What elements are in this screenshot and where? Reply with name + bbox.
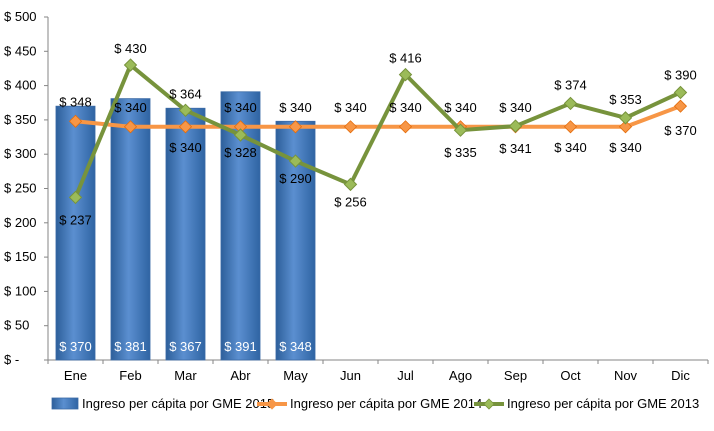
line-data-label: $ 340 — [389, 100, 422, 115]
series-marker — [563, 96, 578, 111]
y-tick-label: $ 200 — [4, 215, 37, 230]
line-data-label: $ 340 — [444, 100, 477, 115]
series-marker — [673, 99, 688, 113]
series-marker — [398, 67, 413, 82]
y-tick-label: $ 300 — [4, 146, 37, 161]
series-marker — [178, 120, 193, 134]
line-series — [68, 58, 688, 205]
bar-data-label: $ 381 — [114, 339, 147, 354]
series-marker — [178, 103, 193, 118]
legend: Ingreso per cápita por GME 2015 Ingreso p… — [51, 396, 699, 411]
series-marker — [288, 154, 303, 168]
line-data-label: $ 335 — [444, 145, 477, 160]
x-tick-label: Jun — [340, 368, 361, 383]
series-marker — [618, 111, 633, 125]
series-marker — [398, 120, 413, 134]
line-data-label: $ 340 — [609, 140, 642, 155]
series-marker — [343, 177, 358, 192]
x-tick-label: Feb — [119, 368, 141, 383]
line-data-label: $ 340 — [334, 100, 367, 115]
legend-marker — [266, 398, 278, 410]
legend-label: Ingreso per cápita por GME 2015 — [82, 396, 274, 411]
data-labels: $ 370 $ 381 $ 367 $ 391 $ 348 $ 348 $ 340 $ 340… — [59, 41, 697, 354]
line-data-label: $ 341 — [499, 141, 532, 156]
series-marker — [563, 120, 578, 134]
series-marker — [288, 120, 303, 134]
line-data-label: $ 370 — [664, 123, 697, 138]
line-data-label: $ 340 — [224, 100, 257, 115]
y-tick-label: $ 350 — [4, 112, 37, 127]
y-tick-label: $ 150 — [4, 249, 37, 264]
series-marker — [123, 120, 138, 134]
series-marker — [508, 119, 523, 133]
line-data-label: $ 237 — [59, 212, 92, 227]
y-tick-label: $ 400 — [4, 78, 37, 93]
line-data-label: $ 353 — [609, 92, 642, 107]
bar-data-label: $ 348 — [279, 339, 312, 354]
series-marker — [123, 58, 138, 72]
line-data-label: $ 256 — [334, 194, 367, 209]
line-data-label: $ 340 — [169, 140, 202, 155]
line-data-label: $ 290 — [279, 171, 312, 186]
series-marker — [453, 123, 468, 137]
y-tick-label: $ 50 — [4, 318, 29, 333]
line-data-label: $ 328 — [224, 145, 257, 160]
series-marker — [68, 190, 83, 205]
y-tick-label: $ 250 — [4, 181, 37, 196]
x-tick-label: Sep — [504, 368, 527, 383]
series-marker — [233, 128, 248, 142]
bar-data-label: $ 367 — [169, 339, 202, 354]
bar-data-label: $ 391 — [224, 339, 257, 354]
line-data-label: $ 340 — [279, 100, 312, 115]
series-line — [73, 63, 682, 199]
line-data-label: $ 340 — [554, 140, 587, 155]
line-data-label: $ 374 — [554, 77, 587, 92]
bar-series — [55, 91, 316, 361]
line-data-label: $ 348 — [59, 94, 92, 109]
bar — [55, 105, 96, 361]
line-data-label: $ 340 — [499, 100, 532, 115]
series-marker — [618, 120, 633, 134]
x-tick-label: May — [283, 368, 308, 383]
x-tick-label: Nov — [614, 368, 638, 383]
legend-label: Ingreso per cápita por GME 2014 — [290, 396, 482, 411]
legend-marker — [483, 398, 495, 410]
x-tick-label: Jul — [397, 368, 414, 383]
series-marker — [673, 85, 688, 100]
x-tick-label: Mar — [174, 368, 197, 383]
y-tick-label: $ 500 — [4, 9, 37, 24]
legend-swatch — [51, 397, 79, 410]
x-tick-label: Ene — [64, 368, 87, 383]
line-data-label: $ 340 — [114, 100, 147, 115]
line-data-label: $ 364 — [169, 86, 202, 101]
y-tick-label: $ 450 — [4, 43, 37, 58]
x-tick-label: Oct — [560, 368, 581, 383]
line-data-label: $ 430 — [114, 41, 147, 56]
x-tick-label: Ago — [449, 368, 472, 383]
bar-data-label: $ 370 — [59, 339, 92, 354]
line-data-label: $ 390 — [664, 67, 697, 82]
x-tick-label: Abr — [230, 368, 251, 383]
y-tick-label: $ 100 — [4, 283, 37, 298]
series-marker — [68, 114, 83, 128]
bar — [110, 98, 151, 361]
series-marker — [343, 120, 358, 134]
x-tick-label: Dic — [671, 368, 690, 383]
axes: $ - $ 50 $ 100 $ 150 $ 200 $ 250 $ 300 $ 350 $ 4… — [4, 9, 709, 383]
y-tick-label: $ - — [4, 352, 19, 367]
legend-label: Ingreso per cápita por GME 2013 — [507, 396, 699, 411]
line-data-label: $ 416 — [389, 51, 422, 66]
